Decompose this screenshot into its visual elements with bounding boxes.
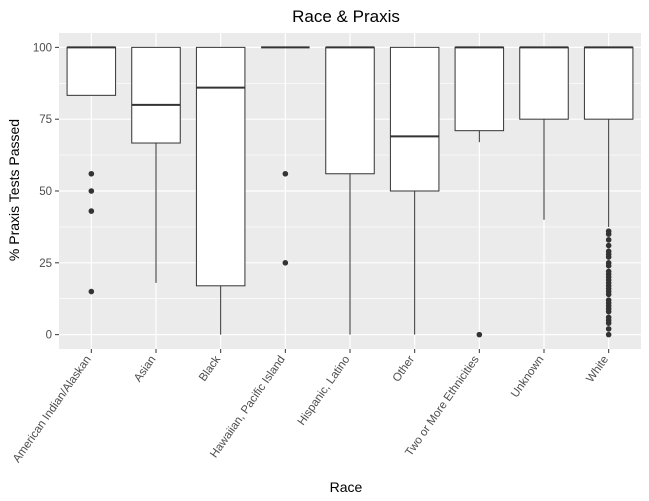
outlier-point (605, 231, 612, 237)
outlier-point (88, 188, 95, 194)
y-tick-label: 100 (33, 42, 52, 54)
x-tick-label: Black (197, 354, 223, 384)
x-tick-label: Two or More Ethnicities (403, 354, 482, 459)
outlier-point (605, 291, 612, 298)
x-tick-label: Unknown (509, 354, 546, 400)
box (583, 46, 634, 120)
outlier-point (88, 288, 95, 295)
outlier-point (605, 254, 612, 260)
box-group (195, 46, 246, 335)
outlier-point (605, 237, 612, 243)
outlier-point (605, 242, 612, 249)
outlier-point (605, 331, 612, 338)
box (519, 46, 569, 120)
x-tick-label: Other (391, 354, 417, 385)
x-tick-label: American Indian/Alaskan (11, 354, 94, 465)
outlier-point (605, 262, 612, 269)
boxes-layer (66, 46, 634, 338)
outlier-point (88, 170, 95, 177)
box (454, 46, 505, 132)
box-group (261, 46, 310, 266)
outlier-point (88, 208, 95, 214)
x-axis-title: Race (330, 479, 363, 495)
box (325, 46, 375, 175)
box-group (519, 46, 569, 220)
y-axis-title: % Praxis Tests Passed (6, 119, 22, 261)
box (66, 46, 117, 96)
y-tick-label: 75 (39, 114, 52, 126)
box-group (131, 46, 181, 283)
box-group (389, 46, 440, 335)
y-tick-label: 25 (39, 258, 52, 270)
chart-title: Race & Praxis (292, 7, 400, 26)
box (389, 46, 440, 192)
box-group (325, 46, 375, 335)
outlier-point (605, 326, 612, 332)
box-group (454, 46, 505, 338)
x-tick-label: Hispanic, Latino (296, 354, 353, 428)
outlier-point (476, 331, 483, 338)
y-axis: 0 25 50 75 100 (33, 42, 59, 342)
x-tick-label: Asian (132, 354, 158, 384)
outlier-point (605, 308, 612, 315)
outlier-point (282, 260, 289, 266)
box-group (583, 46, 634, 338)
box-group (66, 46, 117, 295)
outlier-point (605, 320, 612, 326)
outlier-point (282, 170, 289, 177)
x-tick-label: White (584, 354, 611, 385)
box (131, 46, 181, 144)
box (195, 46, 246, 287)
x-axis: American Indian/Alaskan Asian BlackHawaiia… (11, 349, 611, 465)
y-tick-label: 0 (46, 330, 52, 342)
y-tick-label: 50 (39, 186, 52, 198)
x-tick-label: Hawaiian, Pacific Island (208, 354, 287, 460)
